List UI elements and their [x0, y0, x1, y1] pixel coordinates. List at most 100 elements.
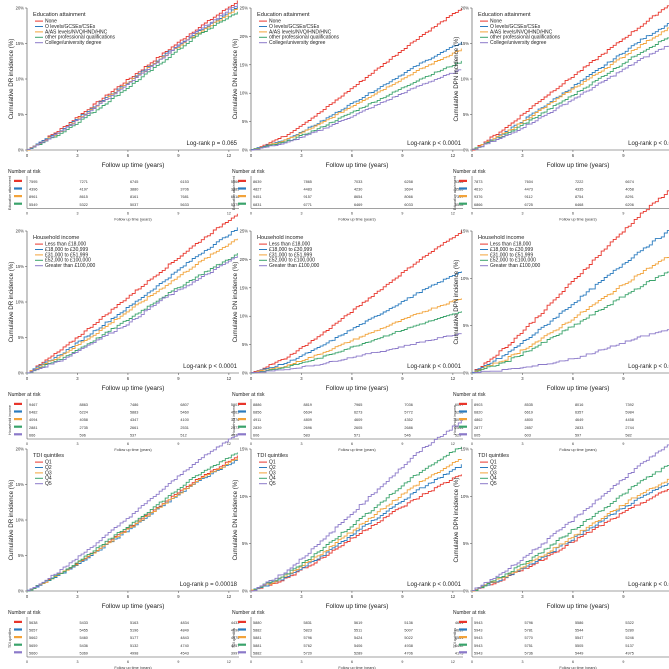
risk-count: 6033 — [404, 203, 412, 207]
risk-count: 8654 — [354, 195, 362, 199]
risk-x-axis-title: Follow up time (years) — [559, 448, 597, 452]
risk-count: 2881 — [29, 426, 37, 430]
risk-count: 5280 — [625, 629, 633, 633]
y-tick-label: 15% — [16, 41, 25, 46]
series-curve — [251, 48, 462, 151]
risk-row-swatch — [14, 187, 22, 190]
risk-count: 5751 — [524, 644, 532, 648]
risk-count: 4938 — [404, 644, 412, 648]
risk-count: 8615 — [79, 195, 87, 199]
series-curve — [472, 45, 669, 150]
risk-count: 7604 — [524, 180, 532, 184]
risk-row-swatch — [459, 195, 467, 198]
risk-row-swatch — [238, 425, 246, 428]
risk-row-swatch — [459, 187, 467, 190]
risk-count: 6357 — [575, 411, 583, 415]
legend-entry: £31,000 to £51,999 — [269, 252, 312, 258]
risk-count: 7392 — [625, 403, 633, 407]
risk-x-tick-label: 6 — [127, 211, 129, 215]
risk-count: 4058 — [625, 188, 633, 192]
risk-row-swatch — [459, 636, 467, 639]
risk-count: 5132 — [130, 644, 138, 648]
risk-count: 7965 — [354, 403, 362, 407]
risk-row-swatch — [14, 402, 22, 405]
legend-entry: Q2 — [45, 465, 52, 471]
legend-entry: A/AS levels/NVQ/HND/HNC — [490, 29, 553, 35]
risk-x-tick-label: 9 — [177, 660, 179, 664]
risk-table-title: Number at risk — [232, 169, 265, 175]
risk-x-tick-label: 0 — [26, 660, 28, 664]
legend-entry: Q4 — [490, 476, 497, 482]
risk-count: 3694 — [404, 188, 412, 192]
legend-entry: Q3 — [490, 470, 497, 476]
p-value-annotation: Log-rank p < 0.0001 — [407, 141, 462, 147]
risk-row-swatch — [14, 636, 22, 639]
series-curve — [27, 433, 238, 592]
risk-count: 5196 — [130, 629, 138, 633]
p-value-annotation: Log-rank p < 0.0001 — [183, 364, 238, 370]
risk-x-tick-label: 6 — [572, 660, 574, 664]
risk-count: 5455 — [79, 629, 87, 633]
x-axis-title: Follow up time (years) — [102, 162, 165, 169]
legend-entry: Q4 — [45, 476, 52, 482]
y-tick-label: 15% — [461, 447, 470, 452]
risk-x-tick-label: 9 — [622, 442, 624, 446]
risk-x-axis-title: Follow up time (years) — [114, 217, 152, 221]
risk-row-swatch — [14, 202, 22, 205]
risk-table-title: Number at risk — [453, 610, 486, 616]
risk-count: 603 — [524, 433, 530, 437]
legend-entry: £31,000 to £51,999 — [490, 252, 533, 258]
y-tick-label: 0% — [242, 589, 248, 594]
risk-count: 5984 — [625, 411, 633, 415]
risk-x-tick-label: 12 — [227, 211, 231, 215]
series-curve — [251, 333, 462, 374]
risk-row-swatch — [14, 433, 22, 436]
risk-row-swatch — [238, 628, 246, 631]
risk-count: 5136 — [404, 621, 412, 625]
legend-entry: None — [45, 19, 57, 25]
y-tick-label: 10% — [461, 494, 470, 499]
x-tick-label: 9 — [177, 153, 180, 158]
risk-count: 7865 — [303, 180, 311, 184]
x-tick-label: 9 — [177, 594, 180, 599]
risk-count: 4849 — [180, 629, 188, 633]
x-tick-label: 9 — [177, 376, 180, 381]
risk-row-swatch — [459, 179, 467, 182]
risk-count: 596 — [79, 433, 85, 437]
risk-count: 4575 — [231, 636, 239, 640]
risk-row-swatch — [238, 202, 246, 205]
y-tick-label: 10% — [240, 314, 249, 319]
legend-entry: College/university degree — [490, 40, 547, 46]
legend-entry: Less than £18,000 — [269, 242, 310, 248]
legend-title: Household income — [478, 235, 524, 241]
risk-count: 5619 — [354, 621, 362, 625]
legend-entry: Less than £18,000 — [490, 242, 531, 248]
risk-count: 2373 — [231, 426, 239, 430]
legend-entry: Q5 — [45, 481, 52, 487]
y-tick-label: 15% — [461, 229, 470, 234]
risk-count: 9451 — [253, 195, 261, 199]
legend-entry: £52,000 to £100,000 — [45, 258, 91, 264]
risk-row-swatch — [459, 418, 467, 421]
risk-x-tick-label: 12 — [227, 442, 231, 446]
risk-count: 6468 — [575, 203, 583, 207]
risk-x-tick-label: 6 — [127, 442, 129, 446]
risk-count: 5720 — [303, 651, 311, 655]
legend-entry: Q1 — [45, 460, 52, 466]
y-tick-label: 20% — [16, 6, 25, 11]
risk-count: 8961 — [29, 195, 37, 199]
x-tick-label: 3 — [300, 594, 303, 599]
risk-table-title: Number at risk — [8, 169, 41, 175]
legend-entry: A/AS levels/NVQ/HND/HNC — [45, 29, 108, 35]
risk-table-title: Number at risk — [8, 610, 41, 616]
risk-count: 5882 — [253, 629, 261, 633]
risk-count: 7222 — [575, 180, 583, 184]
y-tick-label: 0% — [18, 589, 24, 594]
panel-r0c0: 0% 5% 10% 15% 20% 0 3 6 9 12 Cumulative DR inciden… — [8, 0, 239, 221]
x-axis-title: Follow up time (years) — [547, 385, 610, 392]
legend-title: TDI quintiles — [257, 453, 288, 459]
risk-count: 5880 — [253, 621, 261, 625]
risk-count: 5633 — [180, 203, 188, 207]
risk-count: 3880 — [130, 188, 138, 192]
x-tick-label: 0 — [26, 376, 29, 381]
